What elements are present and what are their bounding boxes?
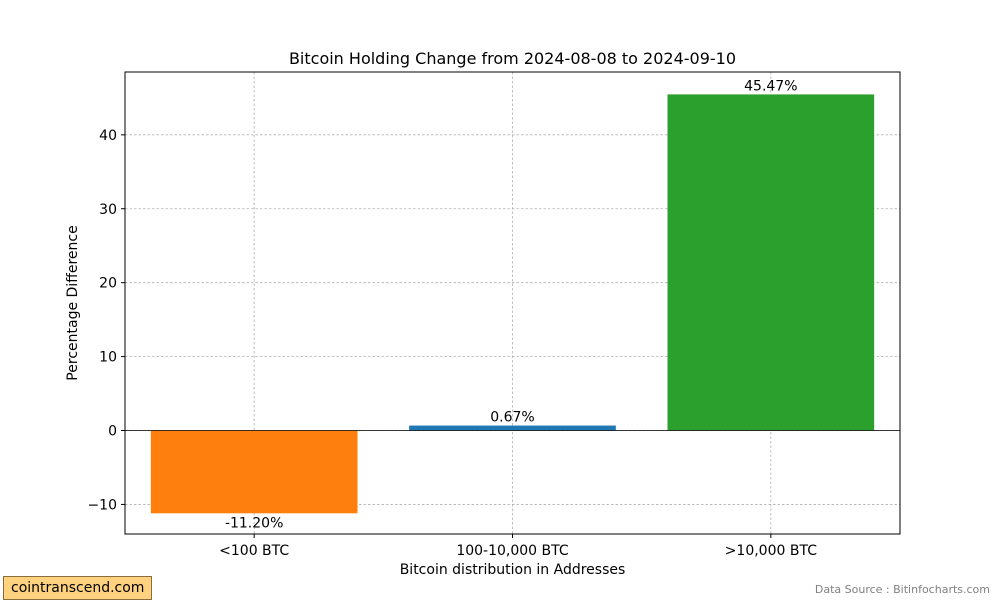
y-axis-label: Percentage Difference	[65, 225, 81, 380]
x-tick-label: 100-10,000 BTC	[456, 543, 569, 559]
x-axis-label: Bitcoin distribution in Addresses	[400, 562, 626, 578]
data-source-note: Data Source : Bitinfocharts.com	[814, 583, 990, 596]
bar-1	[150, 430, 358, 514]
axes: −10 0 10 20 30 40 <100 BTC 100-10,000 BTC >10,00…	[87, 71, 901, 559]
y-tick-label: −10	[87, 497, 117, 513]
x-tick-label: <100 BTC	[219, 543, 289, 559]
bar-value-label: 0.67%	[490, 410, 534, 426]
y-tick-label: 30	[99, 202, 117, 218]
x-tick-label: >10,000 BTC	[725, 543, 818, 559]
bar-3	[667, 94, 875, 431]
y-tick-label: 10	[99, 350, 117, 366]
y-tick-label: 20	[99, 276, 117, 292]
bar-value-labels: -11.20% 0.67% 45.47%	[225, 78, 798, 531]
y-tick-label: 40	[99, 128, 117, 144]
bars	[150, 94, 875, 514]
bar-2	[409, 425, 616, 431]
chart-title: Bitcoin Holding Change from 2024-08-08 t…	[289, 49, 736, 68]
watermark-badge: cointranscend.com	[3, 576, 153, 600]
y-tick-label: 0	[108, 424, 117, 440]
bar-value-label: -11.20%	[225, 515, 283, 531]
bar-value-label: 45.47%	[744, 78, 797, 94]
